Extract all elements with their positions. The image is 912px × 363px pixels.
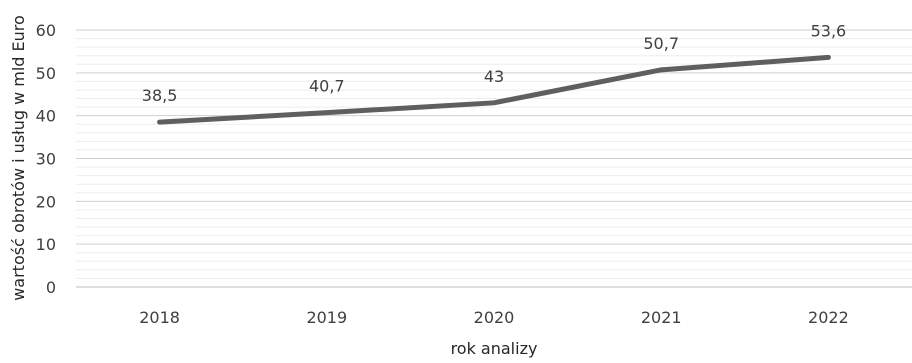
y-tick-label: 30 [36,150,56,169]
x-tick-label: 2020 [474,308,515,327]
data-label: 43 [484,67,504,86]
y-axis-title: wartość obrotów i usług w mld Euro [9,15,28,301]
y-tick-label: 20 [36,192,56,211]
data-label: 38,5 [142,86,178,105]
data-label: 53,6 [811,21,847,40]
y-tick-label: 60 [36,21,56,40]
y-tick-label: 0 [46,278,56,297]
y-tick-label: 10 [36,235,56,254]
x-axis-title: rok analizy [451,339,538,358]
data-label: 40,7 [309,77,345,96]
x-tick-label: 2019 [306,308,347,327]
x-tick-label: 2018 [139,308,180,327]
x-tick-label: 2022 [808,308,849,327]
data-label: 50,7 [643,34,679,53]
y-tick-label: 50 [36,64,56,83]
y-axis-ticks: 0 10 20 30 40 50 60 [36,21,56,297]
x-tick-label: 2021 [641,308,682,327]
x-axis-ticks: 2018 2019 2020 2021 2022 [139,308,849,327]
y-tick-label: 40 [36,107,56,126]
